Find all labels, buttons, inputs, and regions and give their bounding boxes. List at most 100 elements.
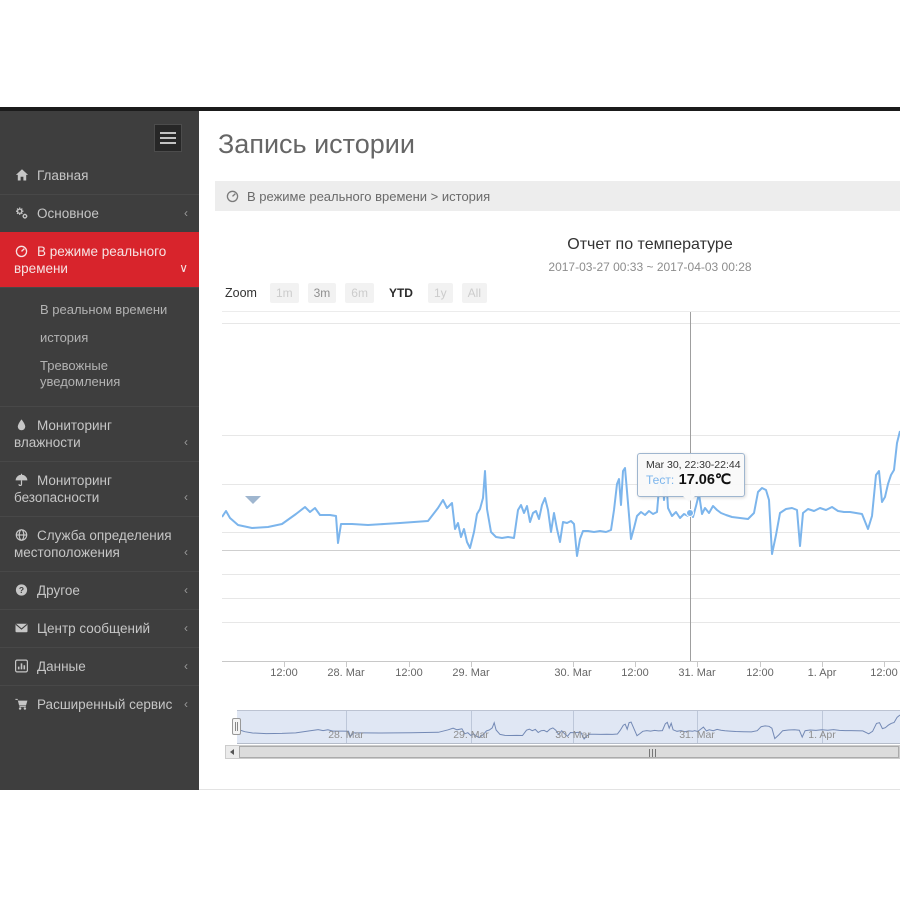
sidebar: Главная Основное ‹ В режиме реального време… [0, 111, 208, 790]
sidebar-item-7[interactable]: Центр сообщений ‹ [0, 609, 199, 647]
page-title: Запись истории [218, 129, 415, 159]
umbrella-icon [14, 473, 29, 487]
sidebar-item-8[interactable]: Данные ‹ [0, 647, 199, 685]
chevron-left-icon: ‹ [184, 697, 188, 711]
sidebar-item-label: Данные [37, 659, 86, 674]
sidebar-item-0[interactable]: Главная [0, 157, 199, 194]
navigator-left-handle[interactable] [232, 718, 241, 735]
x-axis-tick [697, 661, 698, 667]
sidebar-item-label: Другое [37, 583, 80, 598]
sidebar-item-1[interactable]: Основное ‹ [0, 194, 199, 232]
chevron-left-icon: ‹ [184, 435, 188, 449]
tachometer-icon [14, 244, 29, 258]
sidebar-item-6[interactable]: ? Другое ‹ [0, 571, 199, 609]
navigator-label-0: 28. Mar [328, 729, 364, 741]
chevron-left-icon: ‹ [184, 545, 188, 559]
range-button-all[interactable]: All [461, 283, 487, 303]
chevron-left-icon: ‹ [184, 659, 188, 673]
submenu-item-2[interactable]: Тревожные уведомления [40, 358, 121, 389]
chart-title: Отчет по температуре [567, 236, 733, 253]
chart-subtitle: 2017-03-27 00:33 ~ 2017-04-03 00:28 [548, 260, 752, 274]
x-axis-tick [471, 661, 472, 667]
question-icon: ? [14, 583, 29, 597]
sidebar-item-label: Мониторинг влажности [14, 418, 112, 450]
tooltip-value: 17.06℃ [678, 472, 732, 488]
droplet-icon [14, 418, 29, 432]
sidebar-menu: Главная Основное ‹ В режиме реального време… [0, 157, 208, 723]
horizontal-scrollbar[interactable] [225, 745, 900, 759]
range-button-1m[interactable]: 1m [269, 283, 299, 303]
temperature-series-line [221, 430, 900, 557]
temperature-chart-svg [221, 312, 900, 662]
breadcrumb-path[interactable]: В режиме реального времени > история [247, 188, 491, 204]
submenu-item-0[interactable]: В реальном времени [40, 302, 168, 317]
x-axis-tick [346, 661, 347, 667]
range-selector: Zoom 1m 3m 6m YTD 1y All [225, 283, 487, 303]
sidebar-item-4[interactable]: Мониторинг безопасности ‹ [0, 461, 199, 516]
bar-chart-icon [14, 659, 29, 673]
breadcrumb: В режиме реального времени > история [215, 181, 900, 211]
x-axis-tick [635, 661, 636, 667]
navigator-svg [237, 711, 900, 743]
range-selector-buttons: 1m 3m 6m YTD 1y All [261, 283, 487, 303]
main-content: Запись истории В режиме реального времен… [199, 111, 900, 790]
sidebar-item-label: В режиме реального времени [14, 244, 167, 276]
sidebar-item-3[interactable]: Мониторинг влажности ‹ [0, 406, 199, 461]
chart-plot-area[interactable] [221, 311, 900, 662]
hamburger-icon [160, 132, 176, 144]
range-button-3m[interactable]: 3m [307, 283, 337, 303]
scrollbar-left-arrow-button[interactable] [226, 746, 240, 758]
tooltip-header: Mar 30, 22:30-22:44 [646, 459, 741, 471]
navigator-label-1: 29. Mar [453, 729, 489, 741]
range-button-6m[interactable]: 6m [345, 283, 374, 303]
chevron-left-icon: ‹ [184, 490, 188, 504]
x-axis-label-0: 12:00 [270, 667, 298, 679]
x-axis-tick [409, 661, 410, 667]
x-axis-label-8: 1. Apr [807, 667, 837, 679]
globe-icon [14, 528, 29, 542]
chart-tooltip: Mar 30, 22:30-22:44 Тест: 17.06℃ [637, 453, 745, 497]
x-axis-label-4: 30. Mar [554, 667, 592, 679]
navigator-label-2: 30. Mar [555, 729, 591, 741]
sidebar-submenu: В реальном времени история Тревожные уведо… [0, 287, 199, 406]
x-axis-label-6: 31. Mar [678, 667, 716, 679]
x-axis-label-3: 29. Mar [452, 667, 490, 679]
sidebar-item-label: Служба определения местоположения [14, 528, 172, 560]
x-axis-tick [760, 661, 761, 667]
sidebar-item-2[interactable]: В режиме реального времени ∨ [0, 232, 208, 287]
chevron-down-icon: ∨ [179, 261, 188, 275]
chevron-left-icon: ‹ [184, 621, 188, 635]
sidebar-item-label: Расширенный сервис [37, 697, 173, 712]
x-axis-label-1: 28. Mar [327, 667, 365, 679]
x-axis-label-7: 12:00 [746, 667, 774, 679]
hovered-point-marker [686, 509, 694, 517]
range-button-1y[interactable]: 1y [427, 283, 453, 303]
x-axis-tick [573, 661, 574, 667]
sidebar-item-label: Главная [37, 168, 89, 183]
chevron-left-icon: ‹ [184, 583, 188, 597]
scrollbar-thumb[interactable] [239, 746, 899, 758]
submenu-item-1[interactable]: история [40, 330, 89, 345]
svg-text:?: ? [19, 585, 24, 595]
x-axis-tick [884, 661, 885, 667]
navigator-series-line [237, 714, 900, 740]
cart-icon [14, 697, 29, 711]
sidebar-item-9[interactable]: Расширенный сервис ‹ [0, 685, 199, 723]
chevron-left-icon: ‹ [184, 206, 188, 220]
x-axis-label-5: 12:00 [621, 667, 649, 679]
range-selector-label: Zoom [225, 286, 257, 300]
x-axis-tick [822, 661, 823, 667]
tooltip-series-label: Тест: [646, 473, 675, 487]
tooltip-pointer [245, 496, 261, 504]
sidebar-item-5[interactable]: Служба определения местоположения ‹ [0, 516, 199, 571]
sidebar-item-label: Центр сообщений [37, 621, 151, 636]
navigator-label-4: 1. Apr [808, 729, 836, 741]
sidebar-item-label: Основное [37, 206, 99, 221]
chart-navigator[interactable]: 28. Mar 29. Mar 30. Mar 31. Mar 1. Apr [232, 710, 900, 744]
x-axis-label-2: 12:00 [395, 667, 423, 679]
menu-toggle-button[interactable] [154, 124, 182, 152]
sidebar-item-label: Мониторинг безопасности [14, 473, 112, 505]
range-button-ytd[interactable]: YTD [382, 283, 419, 303]
x-axis-label-9: 12:00 [870, 667, 898, 679]
